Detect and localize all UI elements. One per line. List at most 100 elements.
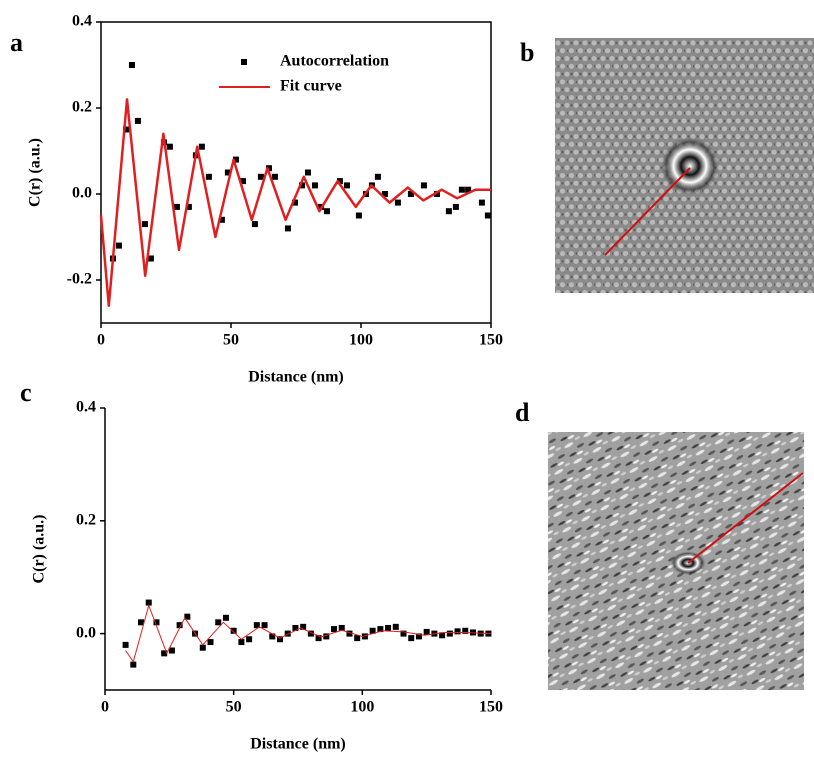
marker <box>445 208 452 215</box>
marker <box>315 635 322 642</box>
marker <box>253 622 260 629</box>
y-tick-label: 0.0 <box>72 185 92 202</box>
fit-line <box>125 604 492 663</box>
marker <box>307 630 314 637</box>
marker <box>354 635 361 642</box>
marker <box>284 630 291 637</box>
marker <box>291 199 298 206</box>
y-tick-label: -0.2 <box>67 271 92 288</box>
marker <box>184 613 191 620</box>
marker <box>374 173 381 180</box>
marker <box>458 186 465 193</box>
marker <box>462 627 469 634</box>
marker <box>454 628 461 635</box>
x-tick-label: 100 <box>349 332 373 349</box>
plot-frame <box>100 21 492 324</box>
marker <box>207 639 214 646</box>
y-tick-label: 0.2 <box>72 99 92 116</box>
image-d <box>548 432 804 690</box>
marker <box>153 619 160 626</box>
marker <box>115 242 122 249</box>
marker <box>355 212 362 219</box>
marker <box>446 630 453 637</box>
marker <box>173 203 180 210</box>
y-tick-label: 0.2 <box>76 511 96 528</box>
marker <box>385 624 392 631</box>
x-axis-label: Distance (nm) <box>248 369 344 386</box>
marker <box>369 627 376 634</box>
marker <box>408 635 415 642</box>
marker <box>138 619 145 626</box>
marker <box>336 178 343 185</box>
marker <box>439 632 446 639</box>
marker <box>198 143 205 150</box>
marker <box>331 626 338 633</box>
marker <box>257 173 264 180</box>
marker <box>261 622 268 629</box>
marker <box>215 619 222 626</box>
marker <box>130 661 137 668</box>
marker <box>122 641 129 648</box>
marker <box>141 221 148 228</box>
marker <box>284 225 291 232</box>
marker <box>361 633 368 640</box>
marker <box>343 182 350 189</box>
marker <box>230 627 237 634</box>
x-axis-label: Distance (nm) <box>250 736 346 753</box>
marker <box>276 636 283 643</box>
marker <box>377 626 384 633</box>
marker <box>415 633 422 640</box>
marker <box>452 203 459 210</box>
legend-label: Autocorrelation <box>280 53 389 70</box>
marker <box>311 182 318 189</box>
marker <box>323 208 330 215</box>
marker <box>338 624 345 631</box>
y-axis-label: C(r) (a.u.) <box>27 138 44 207</box>
marker <box>176 622 183 629</box>
marker <box>394 199 401 206</box>
marker <box>465 186 472 193</box>
marker <box>346 630 353 637</box>
marker <box>161 650 168 657</box>
image-b <box>555 38 814 293</box>
legend-label: Fit curve <box>280 78 342 95</box>
y-tick-label: 0.0 <box>76 624 96 641</box>
marker <box>232 156 239 163</box>
x-tick-label: 150 <box>479 699 503 716</box>
marker <box>246 636 253 643</box>
marker <box>484 212 491 219</box>
marker <box>304 169 311 176</box>
x-tick-label: 50 <box>223 332 239 349</box>
y-tick-label: 0.4 <box>72 13 92 30</box>
x-tick-label: 50 <box>226 699 242 716</box>
marker <box>323 633 330 640</box>
marker <box>420 182 427 189</box>
x-tick-label: 0 <box>101 699 109 716</box>
panel-label: c <box>20 378 32 407</box>
marker <box>300 623 307 630</box>
legend-marker <box>241 59 247 65</box>
marker <box>168 647 175 654</box>
marker <box>423 628 430 635</box>
marker <box>122 126 129 133</box>
panel-label: a <box>10 28 23 57</box>
marker <box>222 614 229 621</box>
marker <box>407 191 414 197</box>
y-axis-label: C(r) (a.u.) <box>31 515 48 584</box>
marker <box>218 216 225 223</box>
marker <box>134 117 141 124</box>
x-tick-label: 100 <box>350 699 374 716</box>
marker <box>224 169 231 176</box>
marker <box>239 178 246 185</box>
panel-label: d <box>515 398 530 427</box>
marker <box>392 623 399 630</box>
marker <box>145 599 152 606</box>
panel-label: b <box>520 38 534 67</box>
marker <box>205 173 212 180</box>
marker <box>128 62 135 68</box>
marker <box>271 173 278 180</box>
marker <box>292 624 299 631</box>
marker <box>298 182 305 189</box>
marker <box>400 630 407 637</box>
